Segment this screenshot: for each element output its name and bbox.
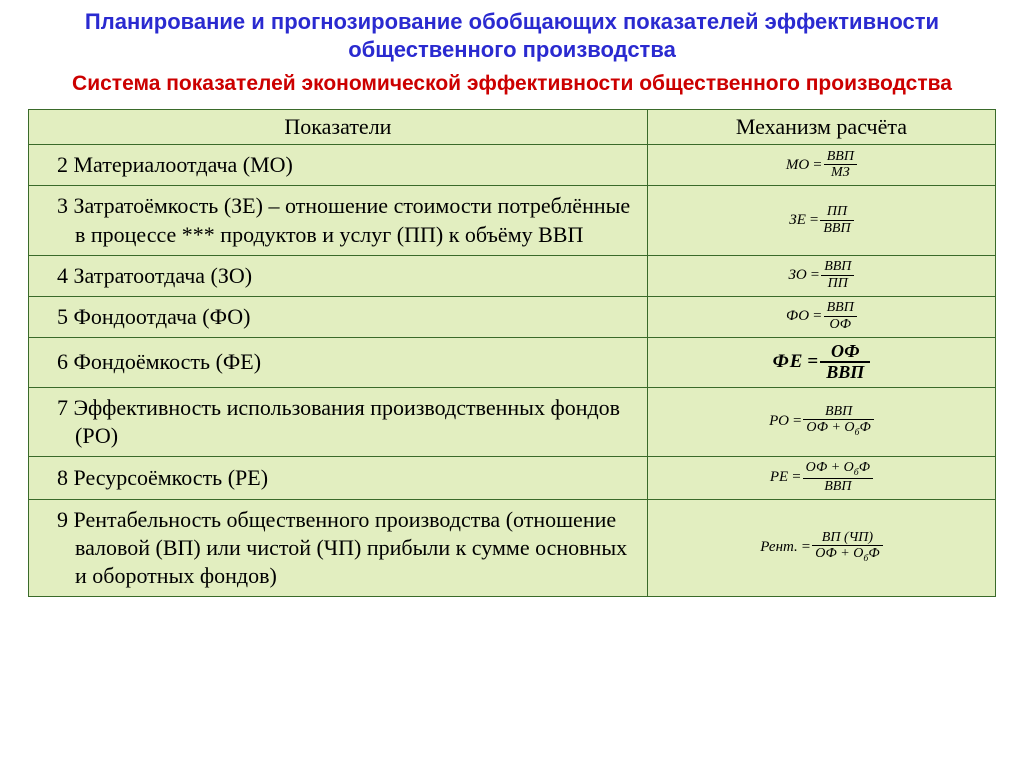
fraction-numerator: ВВП (824, 150, 857, 166)
formula-cell: МО=ВВПМЗ (647, 145, 995, 186)
fraction-denominator: МЗ (824, 165, 857, 180)
fraction-numerator: ВВП (824, 301, 857, 317)
fraction-denominator: ВВП (803, 479, 873, 494)
equals-sign: = (810, 212, 818, 229)
formula-lhs: ФЕ (773, 351, 804, 373)
formula: ЗЕ=ППВВП (789, 205, 853, 236)
equals-sign: = (802, 539, 810, 556)
fraction: ВВПОФ + ОбФ (803, 405, 873, 439)
table-row: 8 Ресурсоёмкость (РЕ) РЕ=ОФ + ОбФВВП (29, 457, 996, 499)
formula-cell: РО=ВВПОФ + ОбФ (647, 387, 995, 456)
fraction-numerator: ВП (ЧП) (812, 531, 882, 547)
equals-sign: = (807, 351, 818, 373)
formula-cell: Рент.=ВП (ЧП)ОФ + ОбФ (647, 499, 995, 596)
indicator-text: 2 Материалоотдача (МО) (57, 151, 637, 179)
table-row: 6 Фондоёмкость (ФЕ) ФЕ=ОФВВП (29, 338, 996, 388)
fraction-numerator: ПП (820, 205, 853, 221)
formula-cell: ЗО =ВВППП (647, 255, 995, 296)
indicator-cell: 2 Материалоотдача (МО) (29, 145, 648, 186)
formula: ФО=ВВПОФ (786, 301, 857, 332)
equals-sign: = (813, 157, 821, 174)
indicator-text: 5 Фондоотдача (ФО) (57, 303, 637, 331)
formula: РО=ВВПОФ + ОбФ (769, 405, 874, 439)
fraction-denominator: ОФ + ОбФ (812, 546, 882, 565)
indicator-text: 9 Рентабельность общественного производс… (57, 506, 637, 590)
equals-sign: = (813, 308, 821, 325)
table-row: 7 Эффективность использования производст… (29, 387, 996, 456)
table-row: 4 Затратоотдача (ЗО) ЗО =ВВППП (29, 255, 996, 296)
formula-lhs: ЗО (788, 267, 806, 284)
fraction-numerator: ОФ + ОбФ (803, 461, 873, 479)
fraction: ВВПМЗ (824, 150, 857, 181)
formula: МО=ВВПМЗ (786, 150, 857, 181)
fraction-numerator: ВВП (821, 260, 854, 276)
table-row: 9 Рентабельность общественного производс… (29, 499, 996, 596)
formula-cell: ФО=ВВПОФ (647, 296, 995, 337)
col-header-indicator: Показатели (29, 110, 648, 145)
formula: ФЕ=ОФВВП (773, 342, 871, 383)
indicator-text: 8 Ресурсоёмкость (РЕ) (57, 464, 637, 492)
indicator-text: 6 Фондоёмкость (ФЕ) (57, 348, 637, 376)
formula-lhs: Рент. (760, 539, 798, 556)
equals-sign: = (811, 267, 819, 284)
table-row: 2 Материалоотдача (МО) МО=ВВПМЗ (29, 145, 996, 186)
indicator-cell: 8 Ресурсоёмкость (РЕ) (29, 457, 648, 499)
fraction-denominator: ОФ (824, 317, 857, 332)
indicator-text: 3 Затратоёмкость (ЗЕ) – отношение стоимо… (57, 192, 637, 248)
fraction-denominator: ОФ + ОбФ (803, 420, 873, 439)
formula-cell: ЗЕ=ППВВП (647, 186, 995, 255)
formula: ЗО =ВВППП (788, 260, 854, 291)
fraction: ППВВП (820, 205, 853, 236)
indicator-cell: 5 Фондоотдача (ФО) (29, 296, 648, 337)
page-title: Планирование и прогнозирование обобщающи… (28, 8, 996, 63)
fraction-denominator: ВВП (820, 363, 870, 383)
equals-sign: = (792, 469, 800, 486)
fraction: ВП (ЧП)ОФ + ОбФ (812, 531, 882, 565)
fraction-numerator: ВВП (803, 405, 873, 421)
indicator-cell: 4 Затратоотдача (ЗО) (29, 255, 648, 296)
indicator-cell: 9 Рентабельность общественного производс… (29, 499, 648, 596)
fraction: ОФ + ОбФВВП (803, 461, 873, 494)
table-row: 5 Фондоотдача (ФО) ФО=ВВПОФ (29, 296, 996, 337)
indicators-table: Показатели Механизм расчёта 2 Материалоо… (28, 109, 996, 597)
table-header-row: Показатели Механизм расчёта (29, 110, 996, 145)
formula-lhs: ЗЕ (789, 212, 806, 229)
table-row: 3 Затратоёмкость (ЗЕ) – отношение стоимо… (29, 186, 996, 255)
indicator-text: 7 Эффективность использования производст… (57, 394, 637, 450)
formula: Рент.=ВП (ЧП)ОФ + ОбФ (760, 531, 882, 565)
indicator-cell: 3 Затратоёмкость (ЗЕ) – отношение стоимо… (29, 186, 648, 255)
page-subtitle: Система показателей экономической эффект… (28, 71, 996, 97)
col-header-formula: Механизм расчёта (647, 110, 995, 145)
fraction: ВВППП (821, 260, 854, 291)
fraction: ВВПОФ (824, 301, 857, 332)
formula: РЕ=ОФ + ОбФВВП (770, 461, 873, 494)
indicator-cell: 6 Фондоёмкость (ФЕ) (29, 338, 648, 388)
fraction-numerator: ОФ (820, 342, 870, 363)
fraction-denominator: ПП (821, 276, 854, 291)
formula-lhs: ФО (786, 308, 809, 325)
formula-cell: ФЕ=ОФВВП (647, 338, 995, 388)
fraction: ОФВВП (820, 342, 870, 383)
indicator-text: 4 Затратоотдача (ЗО) (57, 262, 637, 290)
formula-lhs: РЕ (770, 469, 788, 486)
formula-lhs: МО (786, 157, 809, 174)
equals-sign: = (793, 413, 801, 430)
fraction-denominator: ВВП (820, 221, 853, 236)
formula-lhs: РО (769, 413, 789, 430)
formula-cell: РЕ=ОФ + ОбФВВП (647, 457, 995, 499)
indicator-cell: 7 Эффективность использования производст… (29, 387, 648, 456)
